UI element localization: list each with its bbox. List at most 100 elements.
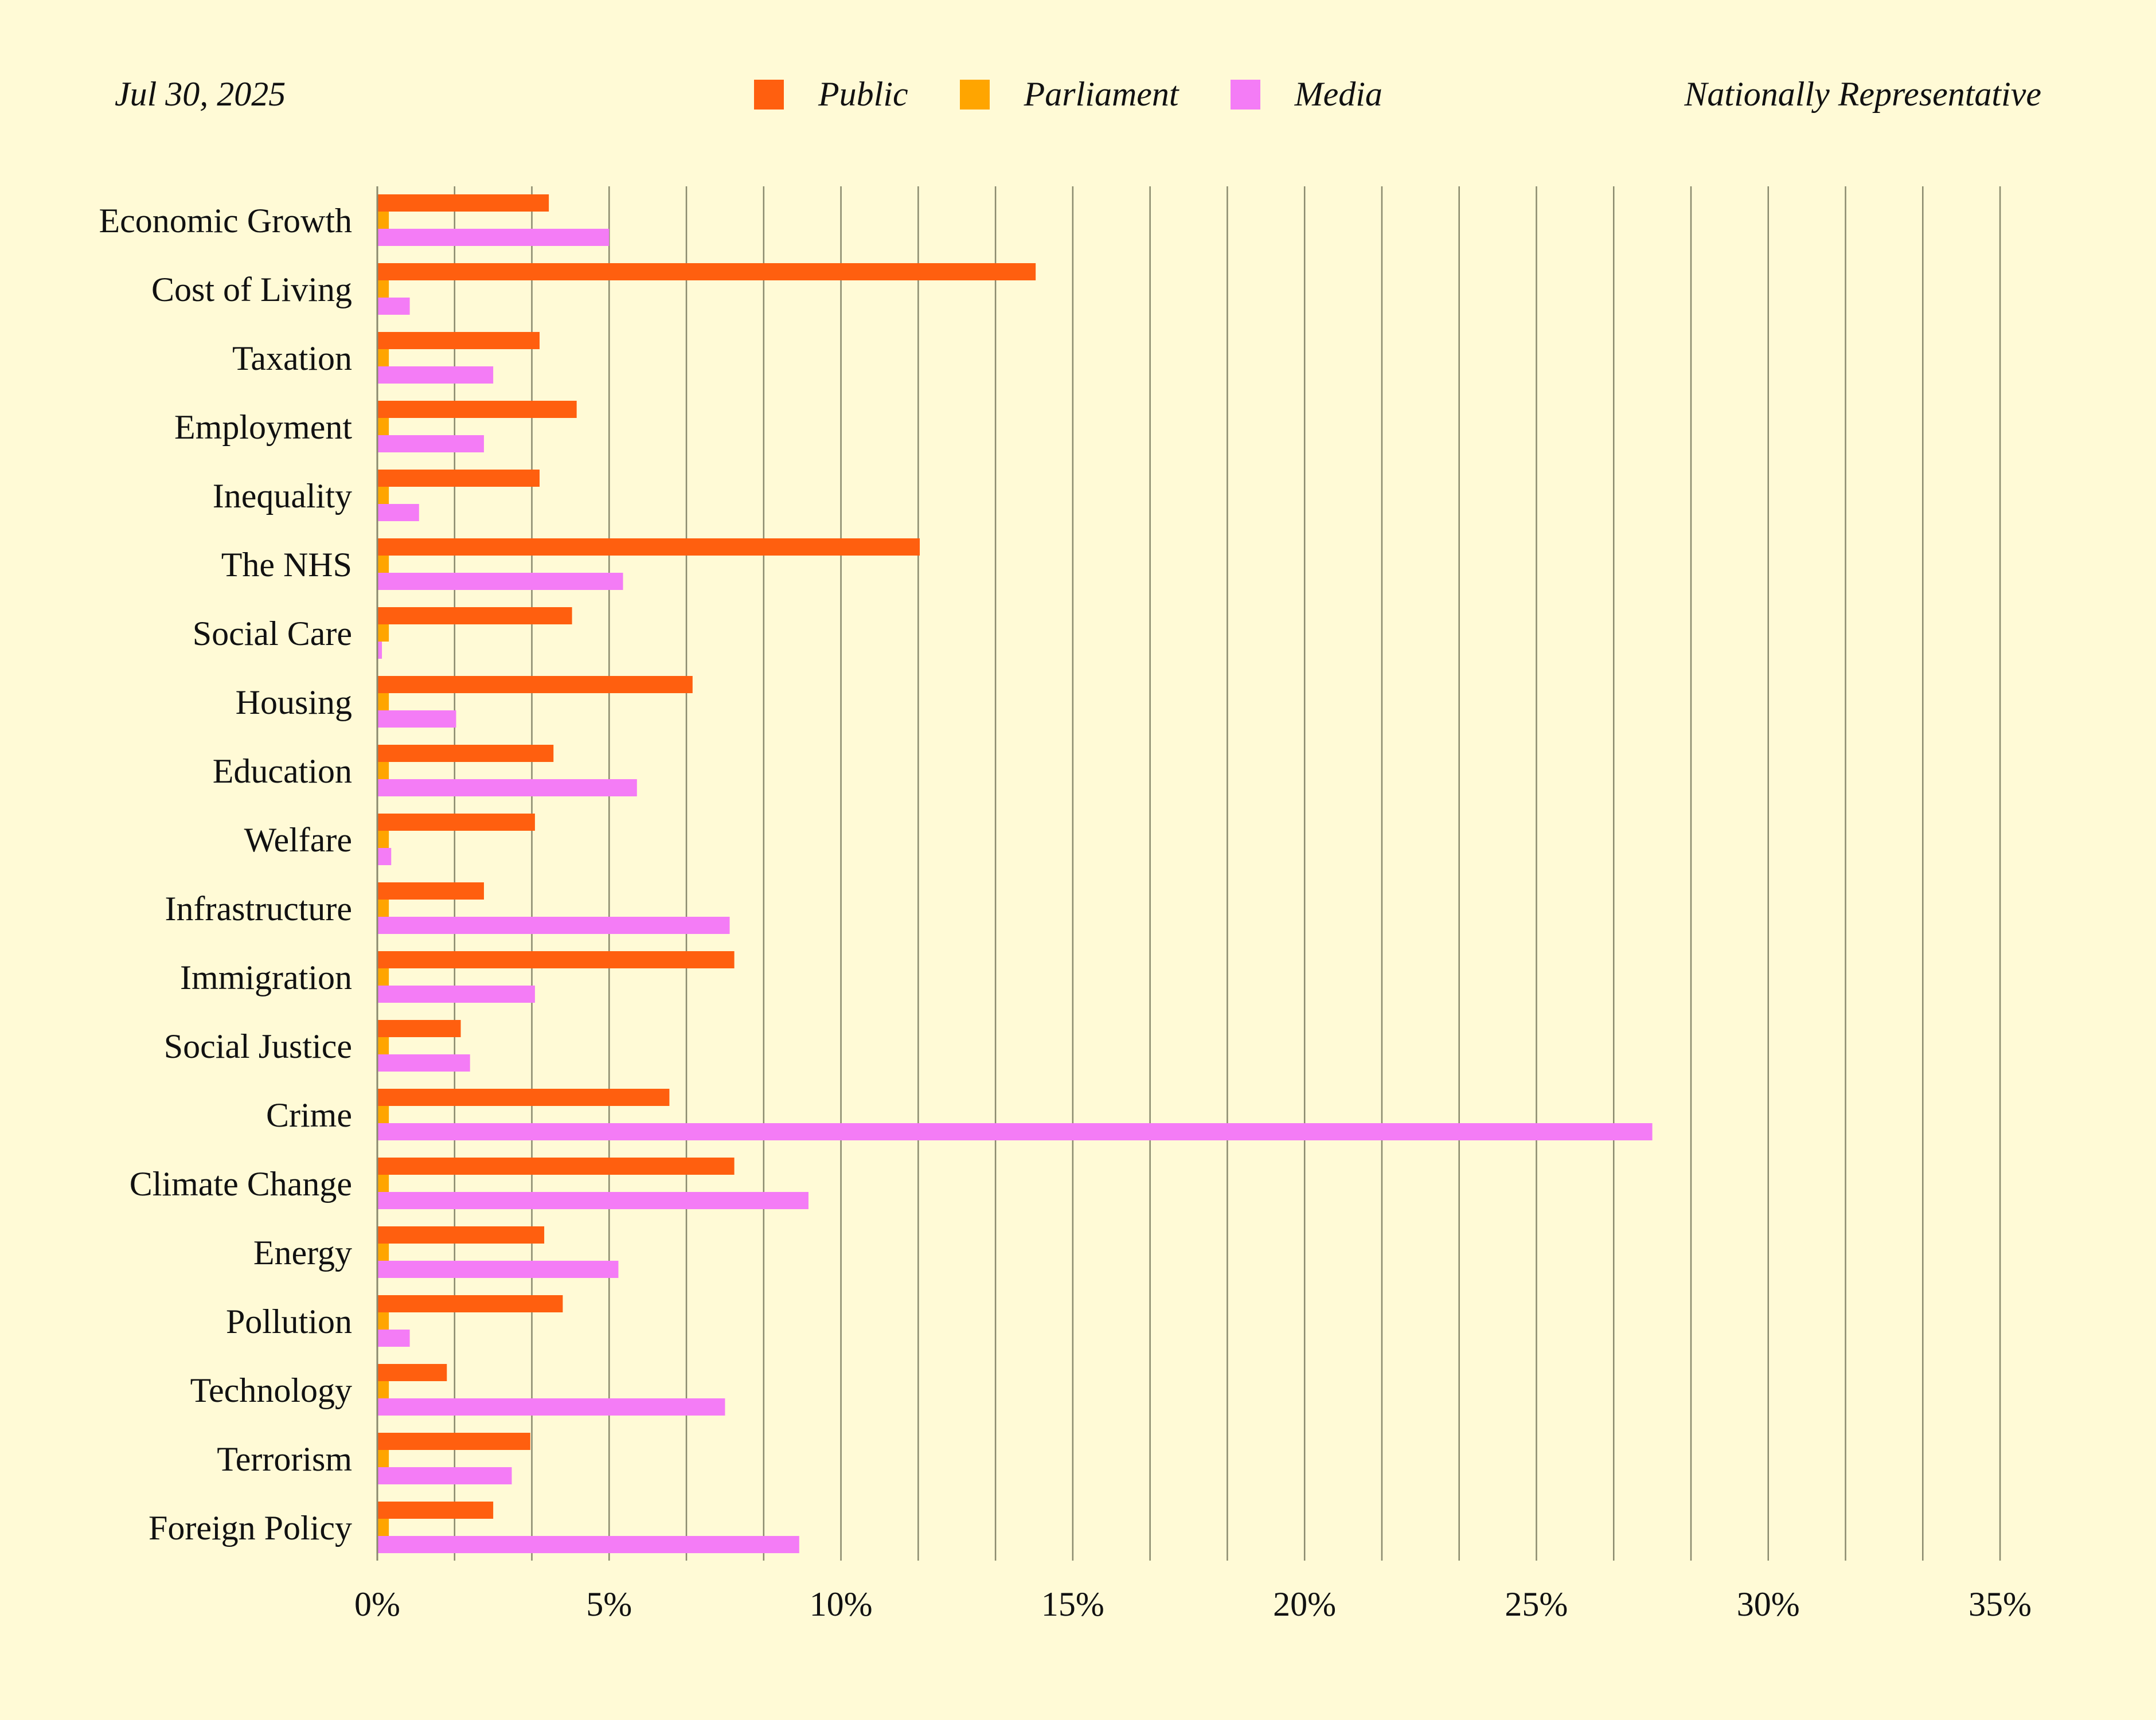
bar-media [377, 229, 610, 246]
category-label: Inequality [213, 477, 352, 515]
bar-public [377, 1364, 447, 1381]
bar-parliament [377, 487, 389, 504]
legend-swatch-media [1230, 79, 1260, 110]
legend-label-parliament: Parliament [1024, 75, 1179, 113]
bar-parliament [377, 556, 389, 573]
bar-public [377, 814, 535, 831]
bar-public [377, 1089, 670, 1106]
bar-public [377, 401, 577, 418]
bar-parliament [377, 212, 389, 229]
bar-media [377, 779, 637, 796]
bar-public [377, 263, 1036, 280]
bar-public [377, 882, 484, 900]
legend-label-public: Public [818, 75, 908, 113]
bar-public [377, 1020, 461, 1037]
bar-parliament [377, 693, 389, 710]
bar-public [377, 1158, 735, 1175]
category-label: Taxation [232, 339, 352, 377]
category-label: The NHS [221, 546, 352, 584]
bar-media [377, 573, 623, 590]
bar-public [377, 194, 549, 212]
bar-media [377, 1192, 808, 1209]
category-label: Welfare [244, 821, 352, 859]
legend-swatch-public [754, 79, 784, 110]
chart-date: Jul 30, 2025 [115, 75, 286, 113]
bar-public [377, 332, 540, 349]
gridlines [454, 186, 2001, 1561]
bar-media [377, 710, 456, 728]
bar-media [377, 848, 392, 865]
legend-swatch-parliament [959, 79, 990, 110]
category-label: Education [213, 752, 352, 790]
bar-media [377, 1054, 470, 1072]
category-label: Social Justice [164, 1027, 352, 1065]
legend-item-media: Media [1230, 75, 1382, 114]
bar-media [377, 917, 730, 934]
x-tick-label: 5% [586, 1585, 632, 1623]
bar-parliament [377, 280, 389, 298]
bar-parliament [377, 349, 389, 366]
bar-public [377, 951, 735, 968]
category-label: Crime [266, 1096, 352, 1134]
bar-public [377, 1433, 530, 1450]
x-tick-label: 10% [810, 1585, 873, 1623]
bar-parliament [377, 831, 389, 848]
bar-public [377, 745, 554, 762]
bar-public [377, 1502, 494, 1519]
category-label: Pollution [226, 1303, 352, 1340]
legend: Public Parliament Media [754, 75, 1434, 114]
category-label: Employment [174, 408, 352, 446]
bar-parliament [377, 418, 389, 435]
bar-parliament [377, 762, 389, 779]
legend-item-parliament: Parliament [959, 75, 1179, 114]
bar-media [377, 1536, 799, 1553]
bars [377, 194, 1653, 1553]
bar-media [377, 435, 484, 452]
bar-parliament [377, 900, 389, 917]
bar-public [377, 538, 920, 556]
bar-parliament [377, 1106, 389, 1123]
category-label: Energy [253, 1234, 352, 1272]
category-label: Climate Change [130, 1165, 352, 1203]
category-label: Cost of Living [151, 271, 352, 308]
x-tick-label: 15% [1041, 1585, 1104, 1623]
category-label: Immigration [180, 959, 352, 996]
bar-public [377, 676, 693, 693]
bar-media [377, 1261, 619, 1278]
category-label: Social Care [193, 615, 352, 652]
bar-parliament [377, 1519, 389, 1536]
bar-media [377, 642, 382, 659]
category-label: Economic Growth [99, 202, 352, 240]
legend-item-public: Public [754, 75, 908, 114]
bar-media [377, 1398, 725, 1416]
bar-media [377, 298, 410, 315]
bar-media [377, 1123, 1653, 1140]
x-tick-label: 20% [1273, 1585, 1336, 1623]
x-tick-label: 25% [1505, 1585, 1568, 1623]
bar-parliament [377, 1312, 389, 1330]
x-tick-label: 30% [1737, 1585, 1800, 1623]
bar-parliament [377, 968, 389, 986]
bar-media [377, 1467, 512, 1484]
category-label: Housing [236, 683, 352, 721]
bar-parliament [377, 624, 389, 642]
x-tick-label: 35% [1968, 1585, 2032, 1623]
bar-parliament [377, 1175, 389, 1192]
bar-media [377, 504, 419, 521]
x-tick-label: 0% [354, 1585, 400, 1623]
chart-scope: Nationally Representative [1684, 75, 2041, 113]
bar-public [377, 470, 540, 487]
category-label: Terrorism [217, 1440, 352, 1478]
bar-public [377, 1295, 563, 1312]
legend-label-media: Media [1294, 75, 1382, 113]
bar-parliament [377, 1450, 389, 1467]
bar-public [377, 1226, 545, 1244]
bar-parliament [377, 1037, 389, 1054]
bar-parliament [377, 1381, 389, 1398]
category-label: Foreign Policy [149, 1509, 352, 1547]
bar-public [377, 607, 572, 624]
bar-media [377, 1330, 410, 1347]
category-label: Infrastructure [165, 890, 352, 928]
bar-media [377, 366, 494, 384]
